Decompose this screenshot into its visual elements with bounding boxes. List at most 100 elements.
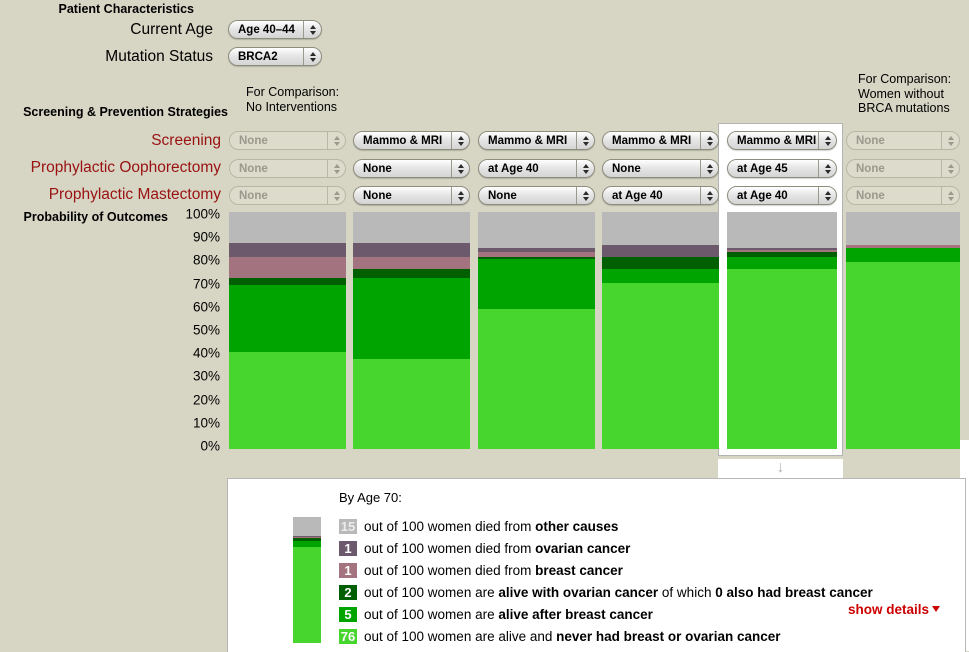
legend-title: By Age 70: [339, 490, 402, 505]
bar-segment-alive_ovarian [727, 252, 837, 257]
chevron-down-icon [932, 606, 940, 612]
mini-bar-segment-alive_ovarian [293, 538, 321, 541]
screening-value-col5: Mammo & MRI [737, 134, 817, 147]
bar-segment-died_other [727, 212, 837, 248]
mastectomy-select-col2[interactable]: None [353, 186, 470, 205]
mastectomy-select-col4[interactable]: at Age 40 [602, 186, 719, 205]
legend-row: 1 out of 100 women died from breast cance… [339, 562, 623, 578]
outcome-legend-panel: By Age 70: 15 out of 100 women died from … [227, 478, 966, 652]
y-axis-tick: 50% [192, 322, 220, 338]
bar-segment-died_ovarian [727, 247, 837, 250]
stepper-arrows-icon [451, 187, 469, 204]
y-axis-tick: 100% [185, 206, 220, 222]
screening-select-col2[interactable]: Mammo & MRI [353, 131, 470, 150]
legend-swatch-died_other: 15 [339, 518, 357, 534]
bar-segment-never_cancer [229, 351, 346, 449]
bar-segment-died_other [229, 212, 346, 243]
legend-row: 1 out of 100 women died from ovarian canc… [339, 540, 630, 556]
screening-value-col6: None [856, 134, 885, 147]
legend-row: 76 out of 100 women are alive and never h… [339, 628, 780, 644]
bar-segment-died_ovarian [478, 247, 595, 253]
mastectomy-select-col1: None [229, 186, 346, 205]
bar-segment-never_cancer [846, 261, 960, 449]
bar-segment-died_ovarian [229, 242, 346, 258]
outcome-bar-col4[interactable] [602, 212, 719, 449]
mastectomy-value-col4: at Age 40 [612, 189, 663, 202]
outcome-bar-col6[interactable] [846, 212, 960, 449]
stepper-arrows-icon [576, 160, 594, 177]
legend-row: 5 out of 100 women are alive after breast… [339, 606, 653, 622]
stepper-arrows-icon [818, 187, 836, 204]
show-details-link[interactable]: show details [848, 602, 940, 617]
outcome-bar-col3[interactable] [478, 212, 595, 449]
screening-value-col3: Mammo & MRI [488, 134, 568, 147]
legend-row-text: out of 100 women died from other causes [364, 518, 619, 534]
bar-segment-alive_breast [229, 285, 346, 352]
screening-select-col6: None [846, 131, 960, 150]
screening-select-col3[interactable]: Mammo & MRI [478, 131, 595, 150]
mastectomy-select-col3[interactable]: None [478, 186, 595, 205]
legend-row-text: out of 100 women are alive with ovarian … [364, 584, 873, 600]
y-axis-tick: 80% [192, 252, 220, 268]
oophorectomy-select-col5[interactable]: at Age 45 [727, 159, 837, 178]
stepper-arrows-icon [303, 48, 321, 65]
mutation-status-select[interactable]: BRCA2 [228, 47, 322, 66]
mini-bar-segment-died_breast [293, 537, 321, 539]
screening-select-col5[interactable]: Mammo & MRI [727, 131, 837, 150]
bar-segment-alive_ovarian [353, 268, 470, 279]
down-arrow-icon: ↓ [776, 459, 785, 476]
patient-characteristics-title: Patient Characteristics [58, 2, 194, 16]
y-axis-tick: 20% [192, 392, 220, 408]
bar-segment-never_cancer [353, 358, 470, 449]
stepper-arrows-icon [303, 21, 321, 38]
bar-segment-alive_ovarian [478, 257, 595, 260]
current-age-select[interactable]: Age 40–44 [228, 20, 322, 39]
stepper-arrows-icon [327, 187, 345, 204]
outcome-bar-col5[interactable] [727, 212, 837, 449]
comparison-no-brca-header: For Comparison: Women without BRCA mutatio… [858, 72, 952, 115]
legend-swatch-never_cancer: 76 [339, 628, 357, 644]
oophorectomy-select-col2[interactable]: None [353, 159, 470, 178]
mastectomy-value-col6: None [856, 189, 885, 202]
y-axis-tick: 70% [192, 276, 220, 292]
y-axis-tick: 30% [192, 368, 220, 384]
mastectomy-value-col5: at Age 40 [737, 189, 788, 202]
y-axis-tick: 40% [192, 345, 220, 361]
stepper-arrows-icon [576, 132, 594, 149]
probability-of-outcomes-label: Probability of Outcomes [23, 210, 168, 224]
bar-segment-died_breast [727, 249, 837, 253]
screening-value-col4: Mammo & MRI [612, 134, 692, 147]
oophorectomy-value-col4: None [612, 162, 641, 175]
mutation-status-label: Mutation Status [105, 48, 213, 65]
stepper-arrows-icon [451, 160, 469, 177]
y-axis-tick: 0% [200, 438, 220, 454]
oophorectomy-value-col6: None [856, 162, 885, 175]
bar-segment-died_other [846, 212, 960, 246]
screening-select-col1: None [229, 131, 346, 150]
mastectomy-select-col5[interactable]: at Age 40 [727, 186, 837, 205]
show-details-label: show details [847, 602, 929, 617]
bar-segment-died_breast [353, 257, 470, 269]
bar-segment-died_ovarian [353, 242, 470, 258]
stepper-arrows-icon [451, 132, 469, 149]
mastectomy-value-col3: None [488, 189, 517, 202]
bar-segment-never_cancer [602, 283, 719, 449]
outcome-bar-col2[interactable] [353, 212, 470, 449]
bar-segment-alive_breast [602, 268, 719, 284]
selected-column-arrow-box: ↓ [718, 459, 843, 478]
oophorectomy-select-col4[interactable]: None [602, 159, 719, 178]
screening-select-col4[interactable]: Mammo & MRI [602, 131, 719, 150]
mastectomy-row-label: Prophylactic Mastectomy [48, 186, 221, 203]
oophorectomy-select-col1: None [229, 159, 346, 178]
bar-segment-never_cancer [727, 268, 837, 449]
legend-row-text: out of 100 women are alive after breast … [364, 606, 653, 622]
outcome-bar-col1[interactable] [229, 212, 346, 449]
oophorectomy-value-col2: None [363, 162, 392, 175]
bar-segment-alive_breast [727, 257, 837, 269]
bar-segment-died_ovarian [602, 245, 719, 258]
mini-bar-segment-alive_breast [293, 540, 321, 548]
mastectomy-value-col1: None [239, 189, 268, 202]
oophorectomy-select-col3[interactable]: at Age 40 [478, 159, 595, 178]
bar-segment-alive_breast [353, 278, 470, 359]
mastectomy-value-col2: None [363, 189, 392, 202]
